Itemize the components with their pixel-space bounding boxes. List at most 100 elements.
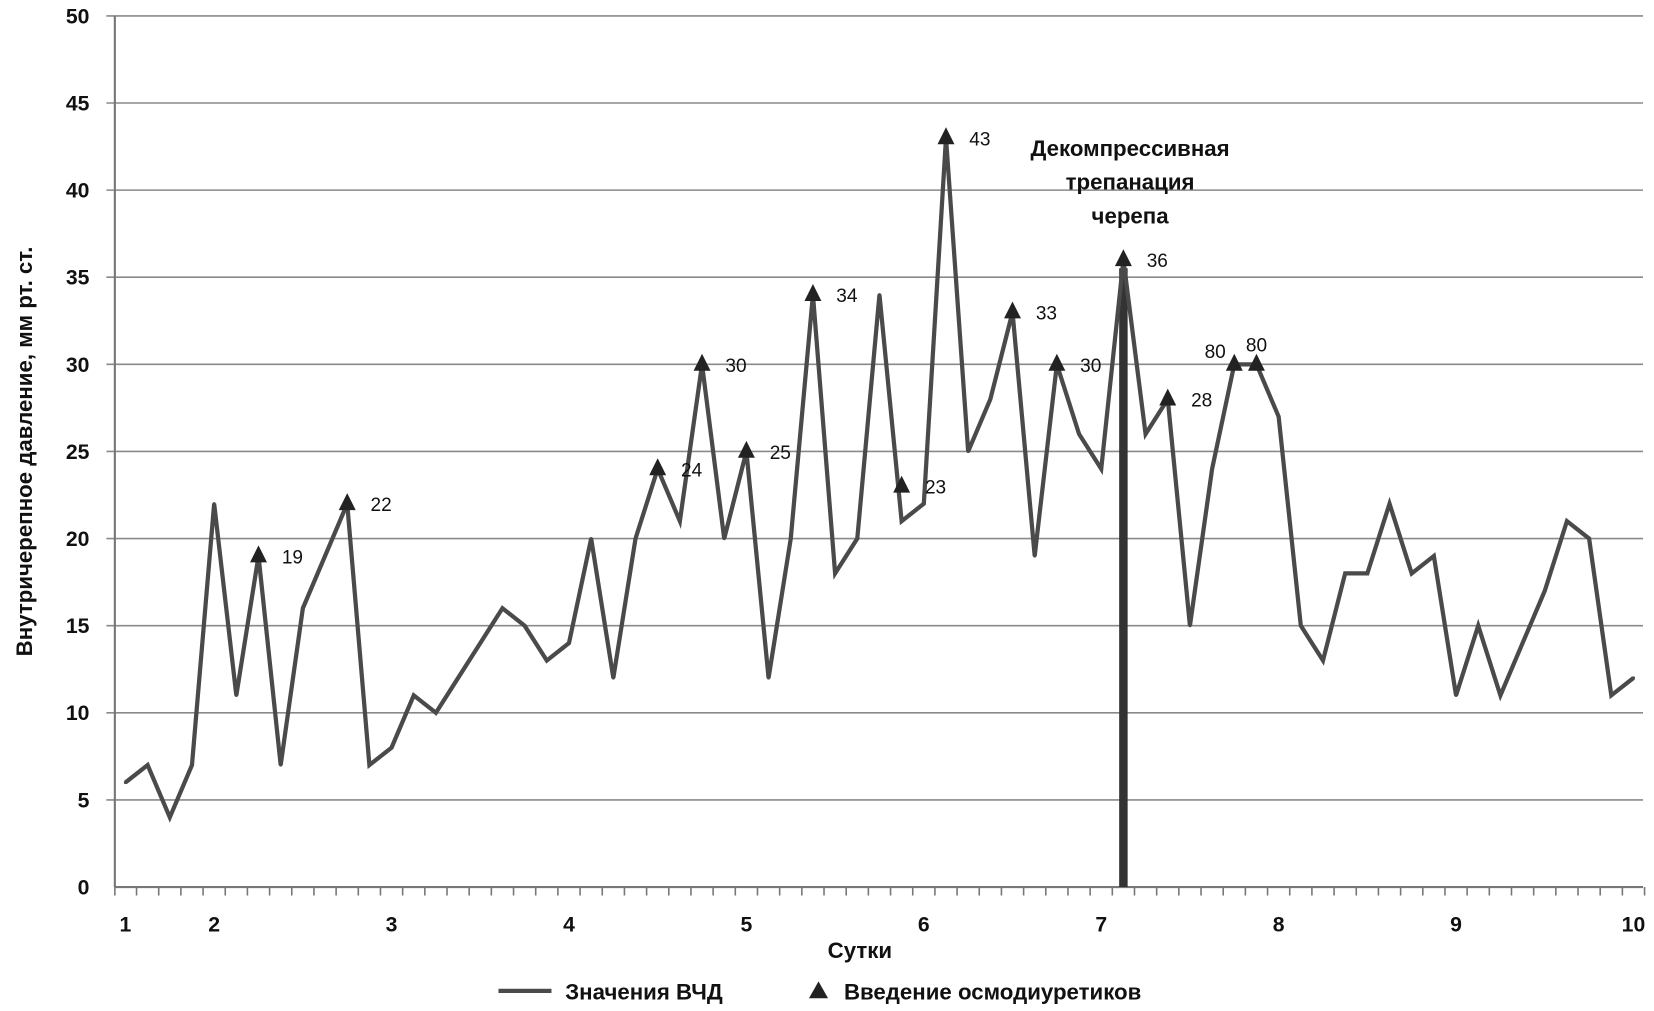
data-point	[1476, 624, 1480, 628]
osmodiuretic-triangle-marker	[1225, 353, 1243, 371]
data-point	[633, 536, 638, 541]
x-tick-label: 1	[120, 914, 132, 937]
y-tick-label: 25	[66, 441, 90, 464]
data-point	[922, 502, 926, 506]
marker-value-label: 30	[725, 356, 746, 377]
data-point	[1410, 571, 1414, 575]
marker-value-label: 43	[969, 129, 990, 150]
y-tick-label: 5	[78, 789, 90, 812]
osmodiuretic-triangle-marker	[338, 493, 356, 511]
x-tick-label: 10	[1622, 914, 1646, 937]
data-point	[212, 502, 216, 506]
osmodiuretic-triangle-marker	[649, 458, 667, 476]
data-point	[523, 624, 527, 628]
x-tick-label: 7	[1095, 914, 1107, 937]
data-point	[1299, 624, 1303, 628]
legend: Значения ВЧД Введение осмодиуретиков	[498, 979, 1141, 1004]
y-axis-label: Внутричерепное давление, мм рт. ст.	[12, 247, 37, 657]
event-marker: Декомпрессивная трепанация черепа	[1031, 136, 1230, 888]
data-point	[833, 571, 837, 575]
y-tick-label: 40	[66, 180, 90, 203]
series-line-icp	[124, 137, 1635, 823]
data-point	[190, 763, 194, 767]
x-tick-label: 6	[918, 914, 930, 937]
data-point	[123, 780, 128, 785]
y-tick-label: 10	[66, 702, 90, 725]
data-point	[500, 606, 505, 610]
marker-value-label: 34	[836, 286, 858, 307]
data-point	[1188, 624, 1192, 628]
data-point	[168, 815, 172, 819]
marker-value-label: 33	[1036, 303, 1057, 324]
y-tick-label: 0	[78, 876, 90, 899]
legend-label-icp: Значения ВЧД	[565, 979, 723, 1004]
data-point	[1033, 554, 1037, 558]
marker-value-label: 19	[282, 547, 303, 568]
data-point	[1520, 641, 1525, 645]
data-point	[567, 641, 571, 645]
osmodiuretic-triangle-marker	[1114, 249, 1132, 267]
data-point	[1387, 502, 1392, 506]
data-point	[1543, 589, 1547, 593]
markers: 19 22 24 30 25 34 23 43 33 30 36 28 80 80	[250, 127, 1267, 568]
event-annotation-line: трепанация	[1066, 170, 1195, 195]
osmodiuretic-triangle-marker	[693, 353, 711, 371]
data-point	[1565, 519, 1569, 523]
marker-value-label: 28	[1191, 391, 1212, 412]
osmodiuretic-triangle-marker	[1247, 353, 1265, 371]
data-point	[279, 763, 283, 767]
x-tick-label: 3	[386, 914, 398, 937]
data-point	[234, 693, 238, 697]
data-point	[1077, 432, 1081, 436]
data-point	[1587, 536, 1591, 541]
data-point	[1210, 467, 1214, 471]
data-point	[611, 676, 615, 680]
x-tick-label: 9	[1450, 914, 1462, 937]
data-point	[988, 397, 992, 401]
event-annotation-line: Декомпрессивная	[1031, 136, 1230, 161]
data-point	[900, 519, 904, 523]
data-point	[966, 449, 970, 454]
osmodiuretic-triangle-marker	[1004, 301, 1021, 319]
data-point	[389, 746, 394, 750]
data-point	[766, 676, 771, 680]
data-point	[722, 536, 726, 541]
data-point	[412, 693, 416, 697]
data-point	[855, 536, 859, 541]
data-point	[367, 763, 371, 767]
grid	[106, 15, 1644, 801]
legend-triangle-icon	[808, 981, 829, 999]
osmodiuretic-triangle-marker	[250, 545, 267, 563]
osmodiuretic-triangle-marker	[893, 475, 911, 493]
data-point	[456, 676, 460, 680]
data-point	[301, 606, 305, 610]
osmodiuretic-triangle-marker	[937, 127, 955, 145]
data-point	[1143, 432, 1148, 436]
data-point	[146, 763, 150, 767]
x-tick-label: 2	[208, 914, 220, 937]
y-tick-label: 50	[66, 5, 90, 28]
marker-value-label: 22	[371, 495, 392, 516]
data-point	[1099, 467, 1103, 471]
data-point	[323, 554, 327, 558]
event-annotation-line: черепа	[1092, 204, 1170, 229]
data-point	[877, 293, 882, 297]
data-point	[1498, 693, 1502, 697]
osmodiuretic-triangle-marker	[1159, 388, 1177, 406]
x-axis-label: Сутки	[828, 938, 892, 963]
osmodiuretic-triangle-marker	[804, 284, 822, 302]
osmodiuretic-triangle-marker	[737, 440, 755, 458]
x-tick-label: 8	[1273, 914, 1285, 937]
data-point	[1454, 693, 1458, 697]
y-tick-label: 20	[66, 528, 90, 551]
data-point	[1432, 554, 1436, 558]
series	[123, 136, 1636, 823]
marker-value-label: 23	[925, 478, 946, 499]
x-tick-label: 4	[563, 914, 575, 937]
data-point	[1321, 658, 1325, 663]
data-point	[1343, 571, 1347, 575]
osmodiuretic-triangle-marker	[1048, 353, 1066, 371]
